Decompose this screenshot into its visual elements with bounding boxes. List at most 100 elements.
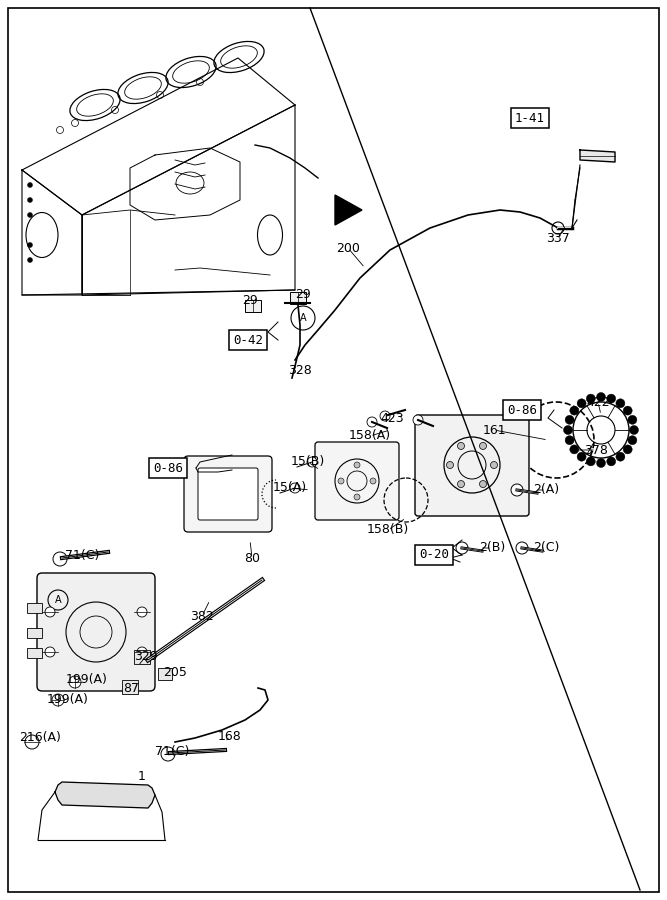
Text: 329: 329 [134,650,158,662]
Circle shape [25,735,39,749]
Circle shape [570,406,579,415]
Text: 205: 205 [163,665,187,679]
Text: 2(B): 2(B) [479,542,505,554]
Polygon shape [335,195,362,225]
Circle shape [354,462,360,468]
Text: 158(B): 158(B) [367,524,409,536]
Text: 87: 87 [123,681,139,695]
Circle shape [27,183,33,187]
Text: 423: 423 [380,411,404,425]
Bar [290,292,306,304]
Circle shape [413,415,423,425]
Circle shape [354,494,360,500]
Text: 80: 80 [244,552,260,564]
Circle shape [623,406,632,415]
Circle shape [565,415,574,424]
Text: 378: 378 [584,444,608,456]
Text: 161: 161 [482,424,506,436]
Polygon shape [55,782,155,808]
Circle shape [458,481,464,488]
Circle shape [27,212,33,218]
Circle shape [616,452,625,461]
FancyBboxPatch shape [415,415,529,516]
Bar [122,680,138,694]
Text: 1-41: 1-41 [515,112,545,124]
Circle shape [69,676,81,688]
Text: 0-42: 0-42 [233,334,263,346]
Circle shape [53,552,67,566]
Text: 2(A): 2(A) [533,483,559,497]
Text: A: A [55,595,61,605]
Text: 0-20: 0-20 [419,548,449,562]
Polygon shape [580,150,615,162]
Circle shape [446,462,454,469]
Circle shape [480,443,486,449]
Circle shape [490,462,498,469]
Text: 0-86: 0-86 [507,403,537,417]
Circle shape [577,399,586,408]
Circle shape [137,607,147,617]
Text: 15(B): 15(B) [291,455,325,469]
Circle shape [516,542,528,554]
Circle shape [290,483,300,493]
Circle shape [45,607,55,617]
Circle shape [577,452,586,461]
Circle shape [52,694,64,706]
Bar [27,628,42,638]
Text: 200: 200 [336,241,360,255]
Circle shape [628,436,637,445]
Circle shape [564,426,572,435]
Text: A: A [299,313,306,323]
Circle shape [628,415,637,424]
Bar [134,650,150,664]
Text: 15(A): 15(A) [273,482,307,494]
Circle shape [616,399,625,408]
FancyBboxPatch shape [315,442,399,520]
Circle shape [456,542,468,554]
Text: 382: 382 [190,609,214,623]
Circle shape [586,394,596,403]
Circle shape [307,457,317,467]
Text: 2(C): 2(C) [533,542,559,554]
Circle shape [480,481,486,488]
Text: 328: 328 [288,364,312,376]
Circle shape [586,457,596,466]
Text: 422: 422 [586,395,610,409]
FancyBboxPatch shape [37,573,155,691]
Bar [245,300,261,312]
FancyBboxPatch shape [198,468,258,520]
Circle shape [458,443,464,449]
Text: 29: 29 [295,289,311,302]
Text: 71(C): 71(C) [65,550,99,562]
Circle shape [630,426,638,435]
Bar [27,648,42,658]
Text: 158(A): 158(A) [349,429,391,443]
Text: 168: 168 [218,730,242,742]
Circle shape [596,458,606,467]
Text: 29: 29 [242,293,258,307]
Circle shape [367,417,377,427]
FancyBboxPatch shape [184,456,272,532]
Bar [158,668,172,680]
Circle shape [596,392,606,401]
Text: 199(A): 199(A) [66,673,108,687]
Circle shape [137,647,147,657]
Text: 71(C): 71(C) [155,745,189,759]
Circle shape [565,436,574,445]
Circle shape [338,478,344,484]
Text: 216(A): 216(A) [19,732,61,744]
Circle shape [161,747,175,761]
Circle shape [27,242,33,248]
Circle shape [570,445,579,454]
Circle shape [27,197,33,202]
Circle shape [607,457,616,466]
Circle shape [45,647,55,657]
Circle shape [511,484,523,496]
Text: 337: 337 [546,231,570,245]
Text: 1: 1 [138,770,146,782]
Circle shape [27,257,33,263]
Circle shape [370,478,376,484]
Circle shape [607,394,616,403]
Bar [27,603,42,613]
Text: 199(A): 199(A) [47,694,89,706]
